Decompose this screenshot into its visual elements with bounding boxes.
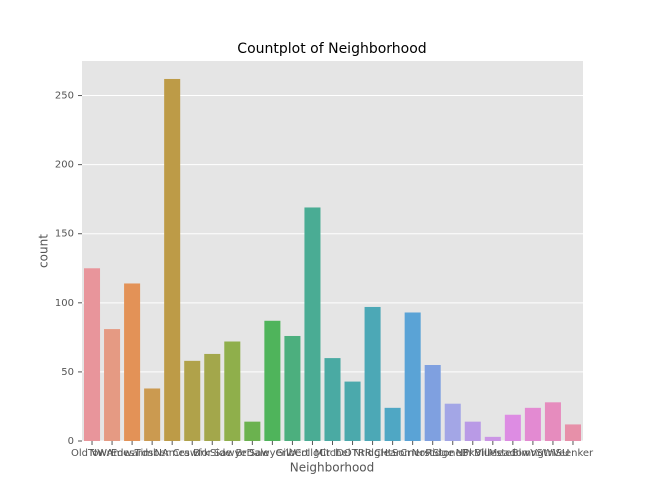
bar	[244, 421, 261, 441]
bar	[504, 414, 521, 441]
bar	[404, 312, 421, 441]
x-tick-label: Mitchel	[314, 448, 350, 459]
bar	[444, 403, 461, 441]
x-tick-label: Edwards	[111, 448, 153, 459]
bar	[264, 320, 281, 441]
x-tick-label: MeadowV	[489, 448, 538, 459]
x-tick-label: SWISU	[537, 448, 570, 459]
x-tick-label: Sawyer	[214, 448, 252, 459]
x-tick-label: IDOTRR	[333, 448, 372, 459]
x-tick-label: Timber	[134, 448, 171, 459]
bar	[464, 421, 481, 441]
y-tick-label: 250	[55, 91, 74, 102]
x-tick-label: OldTown	[71, 448, 113, 459]
bar	[224, 341, 241, 441]
bar	[484, 436, 501, 441]
x-tick-label: NridgHt	[353, 448, 392, 459]
x-tick-label: BrkSide	[193, 448, 231, 459]
y-tick-label: 200	[55, 160, 74, 171]
x-tick-label: Somerst	[392, 448, 434, 459]
bar	[384, 407, 401, 441]
bar	[84, 268, 101, 441]
x-tick-label: SawyerW	[249, 448, 296, 459]
x-tick-label: ClearCr	[374, 448, 412, 459]
x-tick-label: Blmngtn	[512, 448, 554, 459]
x-tick-label: NAmes	[154, 448, 189, 459]
bar	[284, 335, 301, 441]
x-tick-label: NWAmes	[90, 448, 135, 459]
chart-title: Countplot of Neighborhood	[237, 41, 426, 57]
x-tick-label: StoneBr	[433, 448, 474, 459]
x-tick-label: Veenker	[553, 448, 594, 459]
bar	[124, 283, 141, 441]
x-axis-label: Neighborhood	[290, 461, 375, 475]
x-tick-label: NoRidge	[412, 448, 454, 459]
y-tick-label: 0	[68, 436, 74, 447]
bar	[344, 381, 361, 441]
x-tick-label: Crawfor	[173, 448, 213, 459]
bar	[204, 353, 221, 441]
bar	[324, 358, 341, 441]
y-tick-label: 100	[55, 298, 74, 309]
x-tick-label: Blueste	[474, 448, 511, 459]
bar	[104, 329, 121, 441]
bar	[564, 424, 581, 441]
x-tick-label: Gilbert	[275, 448, 309, 459]
bar	[184, 360, 201, 441]
y-tick-label: 150	[55, 229, 74, 240]
bar	[164, 78, 181, 442]
bar	[424, 365, 441, 441]
bar	[524, 407, 541, 441]
x-tick-label: NPkVill	[456, 448, 490, 459]
bar	[144, 388, 161, 441]
x-tick-label: BrDale	[235, 448, 269, 459]
bar	[544, 402, 561, 441]
x-tick-label: CollgCr	[294, 448, 331, 459]
y-axis-label: count	[37, 234, 51, 268]
bar	[304, 207, 321, 441]
bar	[364, 306, 381, 441]
y-tick-label: 50	[61, 367, 74, 378]
